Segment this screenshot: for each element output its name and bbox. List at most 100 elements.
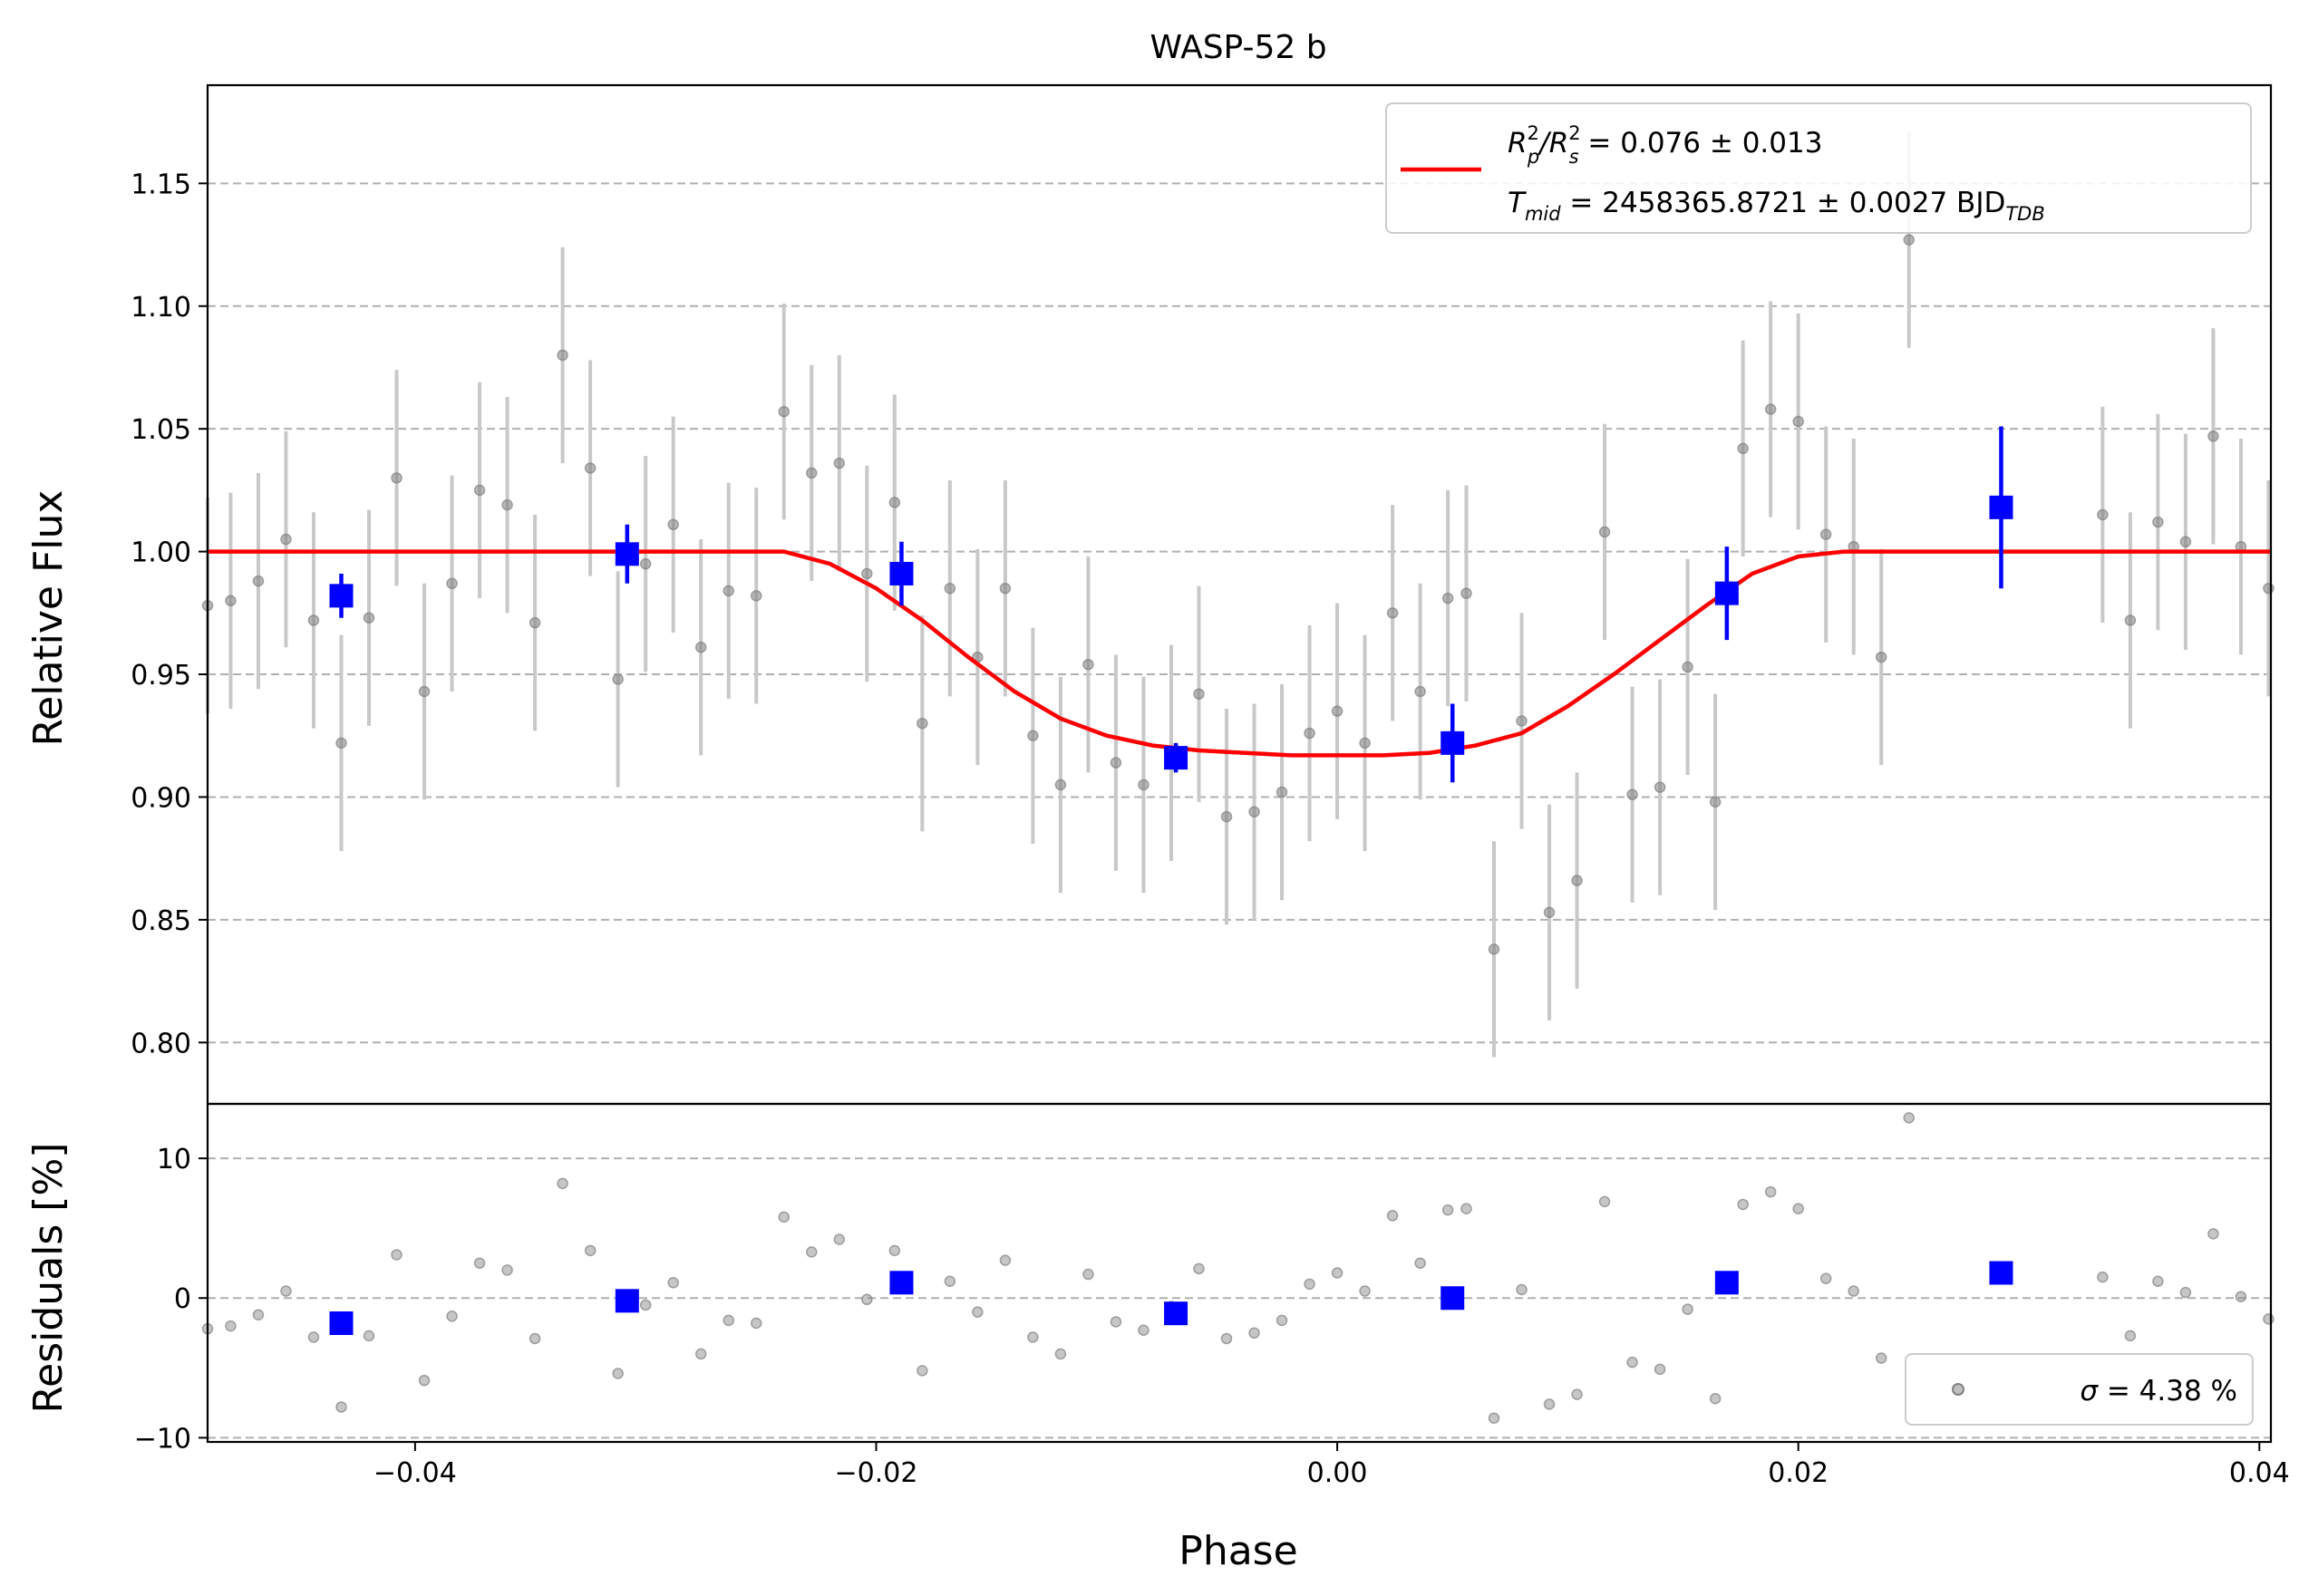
sigma-legend-label: σ = 4.38 % [2080, 1375, 2237, 1407]
binned-points [329, 495, 2013, 770]
raw-point [225, 595, 237, 607]
raw-point [667, 518, 679, 531]
residual-raw-point [1414, 1257, 1426, 1269]
residual-raw-point [307, 1331, 320, 1343]
residual-raw-point [418, 1374, 431, 1387]
raw-point [944, 582, 956, 595]
residual-raw-point [1276, 1314, 1288, 1327]
raw-point [1220, 810, 1233, 823]
residual-raw-point [391, 1249, 403, 1261]
raw-point [1626, 788, 1638, 800]
transit-model-line [208, 549, 2271, 758]
residual-raw-point [363, 1330, 375, 1342]
raw-point [1819, 528, 1832, 540]
raw-point [1737, 442, 1749, 455]
raw-point [2097, 508, 2109, 521]
residual-raw-point [1598, 1195, 1611, 1208]
x-tick-label: 0.00 [1307, 1457, 1368, 1489]
raw-point [750, 590, 762, 602]
residual-raw-point [917, 1365, 928, 1377]
x-tick-label: 0.04 [2229, 1457, 2290, 1489]
y-tick-label: 0.90 [131, 782, 191, 814]
residual-raw-point [1110, 1316, 1122, 1328]
raw-point [723, 585, 734, 597]
binned-point [1441, 730, 1465, 755]
binned-point [615, 542, 639, 566]
raw-point [694, 641, 707, 653]
residual-y-tick-label: 10 [157, 1144, 191, 1175]
residual-raw-point [1654, 1363, 1666, 1376]
residual-raw-point [1054, 1348, 1067, 1360]
raw-point [917, 717, 928, 730]
residual-raw-point [667, 1277, 679, 1289]
residual-raw-point [2207, 1228, 2219, 1240]
residual-raw-point [806, 1246, 818, 1258]
residual-binned-point [615, 1289, 639, 1313]
residual-binned-point [1989, 1261, 2013, 1285]
raw-point [1414, 685, 1426, 698]
raw-point [363, 612, 375, 624]
top-grid [208, 182, 2271, 1044]
raw-point [1331, 705, 1344, 717]
residual-raw-point [1488, 1412, 1500, 1425]
plot-title: WASP-52 b [1150, 29, 1326, 66]
raw-point [1138, 779, 1150, 791]
residual-binned-point [329, 1311, 354, 1335]
residual-raw-point [1027, 1331, 1039, 1343]
residual-raw-point [1082, 1268, 1094, 1281]
y-tick-label: 0.95 [131, 660, 191, 692]
residual-raw-point [529, 1332, 541, 1345]
residual-raw-point [1764, 1185, 1777, 1198]
residual-raw-point [1460, 1203, 1472, 1214]
y-tick-label: 1.10 [131, 292, 191, 324]
residual-raw-point [335, 1401, 347, 1413]
residual-raw-point [1737, 1198, 1749, 1211]
residual-grid [208, 1157, 2271, 1439]
residual-raw-point [944, 1275, 956, 1287]
residual-raw-point [1543, 1398, 1556, 1410]
raw-point [1571, 875, 1583, 886]
residual-raw-point [1848, 1285, 1859, 1297]
residual-y-tick-label: −10 [134, 1423, 191, 1455]
y-tick-label: 0.85 [131, 905, 191, 937]
residual-binned-point [1164, 1301, 1188, 1326]
model-legend: R2 p/R2 s = 0.076 ± 0.013 Tmid = 2458365.8… [1385, 102, 2252, 234]
raw-points [201, 234, 2275, 955]
x-ticks: −0.04 −0.02 0.00 0.02 0.04 [373, 1442, 2290, 1489]
residual-raw-point [1571, 1388, 1583, 1400]
residual-raw-point [1138, 1324, 1150, 1336]
raw-point [1543, 906, 1556, 918]
residual-raw-point [2263, 1313, 2275, 1325]
residual-raw-points [201, 1112, 2275, 1425]
raw-point [1709, 796, 1722, 808]
raw-point [1193, 688, 1205, 700]
raw-point [1488, 943, 1500, 955]
raw-point [2124, 614, 2137, 626]
residual-raw-point [473, 1257, 486, 1269]
raw-point [1110, 757, 1122, 769]
residual-raw-point [1682, 1303, 1693, 1315]
raw-point [473, 484, 486, 497]
residual-y-tick-label: 0 [174, 1283, 191, 1315]
residual-raw-point [1903, 1112, 1915, 1124]
residual-raw-point [1248, 1327, 1260, 1340]
sigma-legend: σ = 4.38 % [1905, 1353, 2254, 1426]
y-tick-label: 1.00 [131, 537, 191, 569]
raw-point [418, 685, 431, 698]
binned-point [1989, 495, 2013, 519]
residual-raw-point [2124, 1330, 2137, 1342]
raw-point [806, 467, 818, 479]
raw-point [335, 737, 347, 750]
residual-raw-point [1220, 1332, 1233, 1345]
residual-raw-point [501, 1264, 513, 1276]
sigma-legend-marker [1952, 1383, 1964, 1396]
raw-point [1764, 403, 1777, 415]
residual-binned-point [1714, 1271, 1739, 1295]
raw-point [1875, 651, 1887, 663]
raw-point [252, 575, 265, 587]
raw-point [1598, 526, 1611, 538]
raw-point [1248, 806, 1260, 817]
raw-point [778, 405, 791, 418]
residual-raw-point [1819, 1272, 1832, 1284]
sigma-legend-box [1905, 1353, 2254, 1426]
